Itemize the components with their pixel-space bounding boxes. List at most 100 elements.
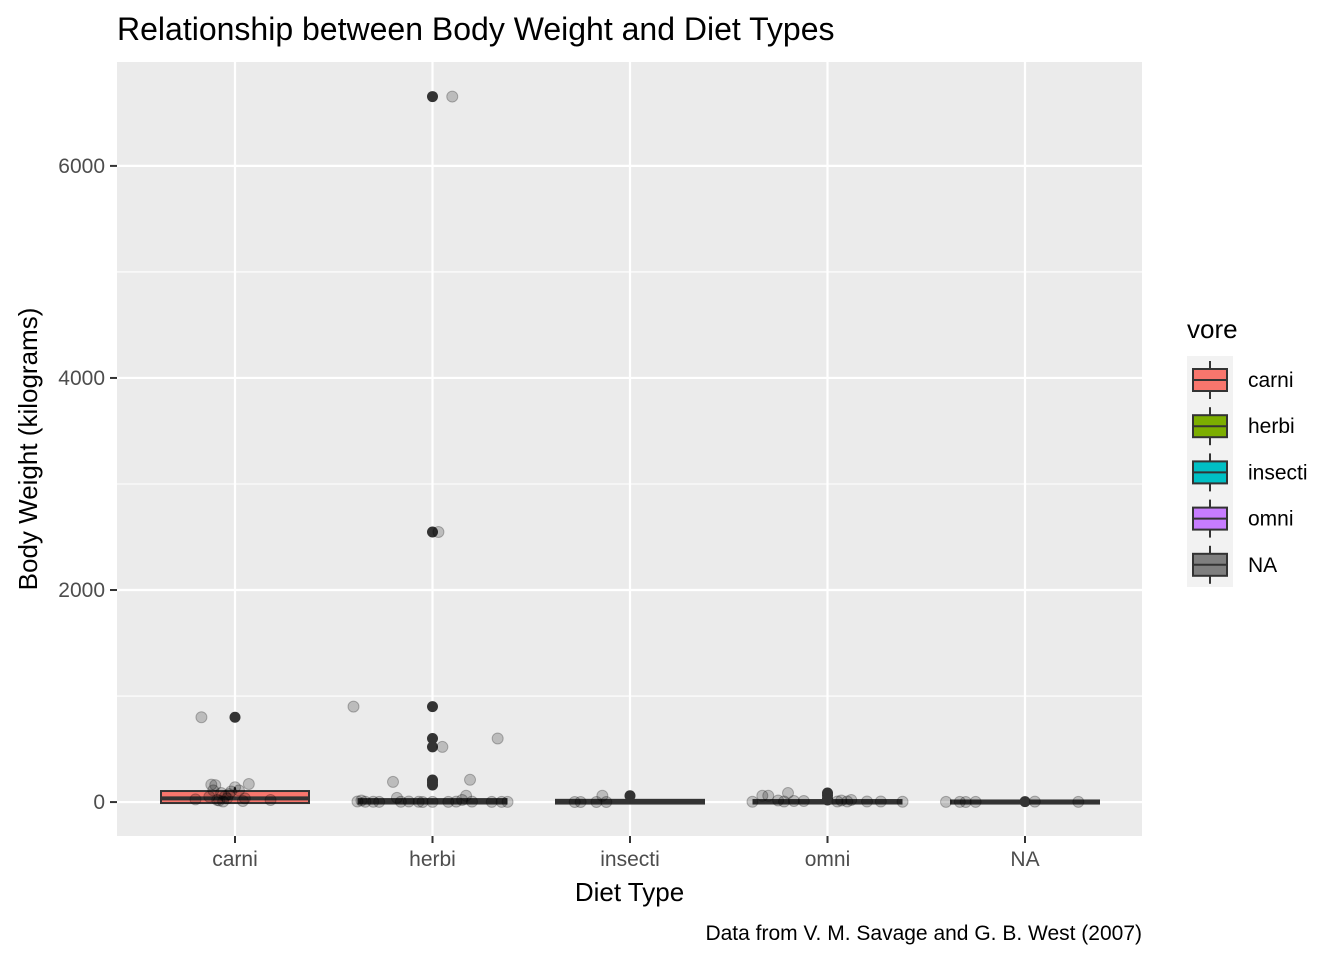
- jitter-point: [466, 795, 478, 808]
- jitter-point: [940, 795, 952, 808]
- jitter-point: [402, 795, 415, 808]
- jitter-point: [762, 789, 775, 802]
- jitter-point: [778, 795, 791, 808]
- jitter-point: [207, 784, 220, 797]
- jitter-point: [464, 773, 477, 786]
- caption: Data from V. M. Savage and G. B. West (2…: [705, 922, 1142, 945]
- jitter-point: [485, 795, 498, 808]
- jitter-point: [1072, 795, 1085, 808]
- x-axis-ticks: carni herbi insecti omni NA: [212, 836, 1040, 871]
- y-axis-ticks: 0 2000 4000 6000: [58, 155, 117, 814]
- jitter-point: [568, 795, 581, 808]
- jitter-point: [756, 789, 769, 802]
- jitter-point: [600, 795, 613, 808]
- legend-label: insecti: [1248, 461, 1308, 484]
- jitter-point: [238, 792, 251, 805]
- legend: vore carni herbi insecti omni NA: [1187, 314, 1308, 587]
- jitter-point: [590, 795, 603, 808]
- jitter-point: [390, 791, 403, 804]
- outlier-point: [427, 701, 438, 713]
- jitter-point: [215, 787, 228, 800]
- legend-item-herbi: herbi: [1192, 407, 1295, 446]
- jitter-point: [574, 795, 587, 808]
- jitter-point: [367, 795, 380, 808]
- jitter-point: [845, 793, 858, 806]
- jitter-point: [347, 700, 360, 713]
- y-axis-title: Body Weight (kilograms): [13, 308, 43, 591]
- x-tick-label: omni: [805, 848, 851, 871]
- jitter-point: [495, 795, 508, 808]
- legend-label: herbi: [1248, 415, 1295, 438]
- x-tick-label: herbi: [409, 848, 456, 871]
- legend-item-carni: carni: [1192, 361, 1294, 399]
- jitter-point: [387, 775, 399, 788]
- jitter-point: [831, 795, 844, 808]
- jitter-point: [460, 789, 473, 802]
- x-tick-label: NA: [1010, 848, 1039, 871]
- jitter-point: [211, 793, 224, 806]
- jitter-point: [209, 779, 222, 792]
- jitter-point: [219, 790, 232, 803]
- jitter-point: [782, 787, 794, 800]
- jitter-point: [861, 795, 873, 808]
- outlier-point: [822, 794, 833, 806]
- legend-item-na: NA: [1192, 545, 1277, 584]
- jitter-point: [242, 778, 255, 791]
- jitter-point: [772, 794, 785, 807]
- jitter-point: [213, 794, 226, 807]
- x-axis-title: Diet Type: [575, 877, 684, 907]
- jitter-point: [416, 795, 429, 808]
- jitter-point: [225, 785, 238, 798]
- jitter-point: [394, 795, 407, 808]
- boxplot-omni: [752, 787, 903, 806]
- outlier-point: [624, 790, 636, 802]
- jitter-point: [501, 795, 514, 808]
- jitter-point: [189, 793, 202, 806]
- jitter-point: [450, 795, 463, 808]
- jitter-point: [746, 795, 759, 808]
- jitter-point: [446, 90, 459, 103]
- legend-label: carni: [1248, 369, 1294, 392]
- jitter-point: [596, 789, 609, 802]
- y-tick-label: 0: [93, 791, 105, 814]
- legend-item-insecti: insecti: [1192, 453, 1308, 492]
- legend-item-omni: omni: [1192, 499, 1294, 538]
- jitter-point: [432, 526, 445, 539]
- jitter-point: [442, 795, 455, 808]
- jitter-points: [189, 90, 1085, 808]
- legend-label: NA: [1248, 554, 1277, 577]
- jitter-point: [355, 794, 368, 807]
- legend-label: omni: [1248, 508, 1294, 531]
- y-tick-label: 6000: [58, 155, 105, 178]
- jitter-point: [835, 794, 848, 807]
- jitter-point: [195, 711, 208, 724]
- outlier-point: [229, 711, 241, 723]
- jitter-point: [874, 795, 887, 808]
- x-tick-label: carni: [212, 848, 258, 871]
- boxplot-insecti: [555, 790, 705, 805]
- y-tick-label: 2000: [58, 579, 105, 602]
- jitter-point: [217, 795, 230, 808]
- jitter-point: [456, 793, 469, 806]
- jitter-point: [264, 793, 277, 806]
- outlier-point: [427, 779, 438, 791]
- outlier-point: [427, 91, 438, 103]
- jitter-point: [359, 795, 372, 808]
- outlier-point: [427, 732, 438, 744]
- jitter-point: [969, 795, 982, 808]
- jitter-point: [426, 795, 439, 808]
- jitter-point: [373, 795, 386, 808]
- y-tick-label: 4000: [58, 367, 105, 390]
- outlier-point: [427, 526, 438, 538]
- boxplot-herbi: [357, 91, 508, 805]
- jitter-point: [223, 788, 236, 801]
- boxplot-na: [950, 796, 1100, 808]
- jitter-point: [232, 784, 245, 797]
- jitter-point: [896, 795, 909, 808]
- jitter-point: [221, 792, 234, 805]
- jitter-point: [203, 790, 216, 803]
- jitter-point: [412, 795, 425, 808]
- x-tick-label: insecti: [600, 848, 660, 871]
- outlier-point: [427, 741, 438, 753]
- jitter-point: [841, 795, 854, 808]
